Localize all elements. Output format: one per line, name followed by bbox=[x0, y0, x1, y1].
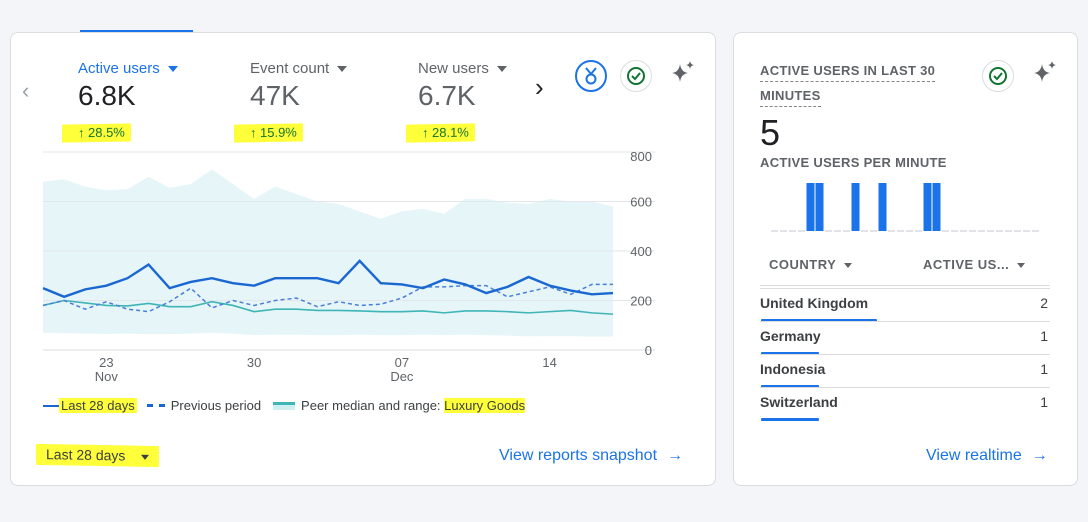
table-row[interactable]: Indonesia 1 bbox=[760, 354, 1050, 388]
x-tick-label: 30 bbox=[247, 355, 261, 370]
y-tick-label: 200 bbox=[630, 294, 652, 309]
sparkle-icon[interactable] bbox=[670, 60, 696, 91]
legend-swatch-solid bbox=[43, 404, 59, 407]
legend-previous: Previous period bbox=[170, 398, 262, 413]
realtime-title[interactable]: ACTIVE USERS IN LAST 30 MINUTES bbox=[760, 61, 936, 107]
country-name: United Kingdom bbox=[760, 295, 869, 311]
realtime-title-line: ACTIVE USERS IN LAST 30 bbox=[760, 61, 936, 82]
per-minute-bar-chart bbox=[771, 183, 1039, 232]
date-range-dropdown[interactable]: Last 28 days bbox=[36, 443, 160, 468]
view-realtime-link[interactable]: View realtime → bbox=[926, 447, 1048, 464]
chevron-right-icon[interactable]: › bbox=[535, 72, 544, 102]
metric-value: 6.7K bbox=[418, 80, 476, 111]
share-bar bbox=[761, 352, 819, 355]
legend-peer: Peer median and range: Luxury Goods bbox=[301, 398, 526, 413]
metric-tab-active-users[interactable]: Active users 6.8K bbox=[78, 60, 178, 112]
country-name: Indonesia bbox=[760, 361, 826, 377]
legend-current: Last 28 days bbox=[59, 398, 137, 413]
legend-swatch-dashed bbox=[146, 404, 165, 407]
peer-range-band bbox=[43, 169, 613, 337]
minute-bar bbox=[923, 183, 932, 231]
date-range-label: Last 28 days bbox=[46, 446, 126, 464]
arrow-right-icon: → bbox=[667, 447, 684, 464]
minute-bar bbox=[851, 183, 860, 231]
column-header-active-users[interactable]: ACTIVE US... bbox=[923, 257, 1026, 272]
view-reports-snapshot-link[interactable]: View reports snapshot → bbox=[499, 447, 684, 464]
check-circle-icon[interactable] bbox=[982, 60, 1014, 92]
share-bar bbox=[761, 319, 877, 322]
metric-label: Active users bbox=[78, 60, 160, 77]
realtime-card bbox=[733, 32, 1078, 486]
sparkle-icon[interactable] bbox=[1032, 60, 1058, 91]
x-tick-label: 07 bbox=[395, 355, 409, 370]
y-tick-label: 600 bbox=[630, 195, 652, 210]
arrow-right-icon: → bbox=[1031, 447, 1048, 464]
x-tick-month-label: Dec bbox=[390, 369, 414, 384]
share-bar bbox=[761, 418, 819, 421]
x-tick-month-label: Nov bbox=[95, 369, 119, 384]
y-tick-label: 800 bbox=[630, 149, 652, 164]
table-row[interactable]: United Kingdom 2 bbox=[760, 288, 1050, 322]
per-minute-label: ACTIVE USERS PER MINUTE bbox=[760, 155, 947, 170]
share-bar bbox=[761, 385, 819, 388]
x-tick-label: 23 bbox=[99, 355, 113, 370]
minute-bar bbox=[806, 183, 815, 231]
series-line-previous-period bbox=[42, 283, 613, 313]
y-tick-label: 400 bbox=[630, 244, 652, 259]
series-line-last-28-days bbox=[42, 259, 614, 299]
chevron-left-icon[interactable]: ‹ bbox=[22, 78, 30, 103]
metric-value: 47K bbox=[250, 80, 300, 111]
metric-value: 6.8K bbox=[78, 80, 136, 111]
series-line-peer-median bbox=[42, 299, 614, 315]
caret-down-icon bbox=[337, 65, 348, 72]
realtime-value: 5 bbox=[760, 112, 781, 153]
column-header-country[interactable]: COUNTRY bbox=[769, 257, 853, 272]
active-users-count: 1 bbox=[1040, 361, 1048, 377]
metric-label: Event count bbox=[250, 60, 330, 77]
active-users-count: 1 bbox=[1040, 328, 1048, 344]
y-tick-label: 0 bbox=[645, 343, 652, 358]
active-users-count: 2 bbox=[1040, 295, 1048, 311]
medal-icon[interactable] bbox=[575, 60, 607, 92]
metric-tab-event-count[interactable]: Event count 47K bbox=[250, 60, 348, 112]
country-name: Switzerland bbox=[760, 394, 838, 410]
caret-down-icon bbox=[844, 263, 853, 269]
caret-down-icon bbox=[167, 65, 178, 72]
metric-tab-new-users[interactable]: New users 6.7K bbox=[418, 60, 507, 112]
country-name: Germany bbox=[760, 328, 821, 344]
x-tick-label: 14 bbox=[542, 355, 556, 370]
divider bbox=[760, 285, 1050, 286]
check-circle-icon[interactable] bbox=[620, 60, 652, 92]
realtime-title-line: MINUTES bbox=[760, 86, 821, 107]
minute-bar bbox=[932, 183, 941, 231]
chart-legend: Last 28 days Previous period Peer median… bbox=[43, 398, 526, 413]
caret-down-icon bbox=[496, 65, 507, 72]
active-users-count: 1 bbox=[1040, 394, 1048, 410]
caret-down-icon bbox=[1017, 263, 1026, 269]
minute-bar bbox=[815, 183, 824, 231]
table-row[interactable]: Switzerland 1 bbox=[760, 387, 1050, 421]
caret-down-icon bbox=[141, 454, 150, 460]
minute-bar bbox=[878, 183, 887, 231]
metric-label: New users bbox=[418, 60, 489, 77]
table-row[interactable]: Germany 1 bbox=[760, 321, 1050, 355]
legend-swatch-band bbox=[273, 401, 296, 410]
